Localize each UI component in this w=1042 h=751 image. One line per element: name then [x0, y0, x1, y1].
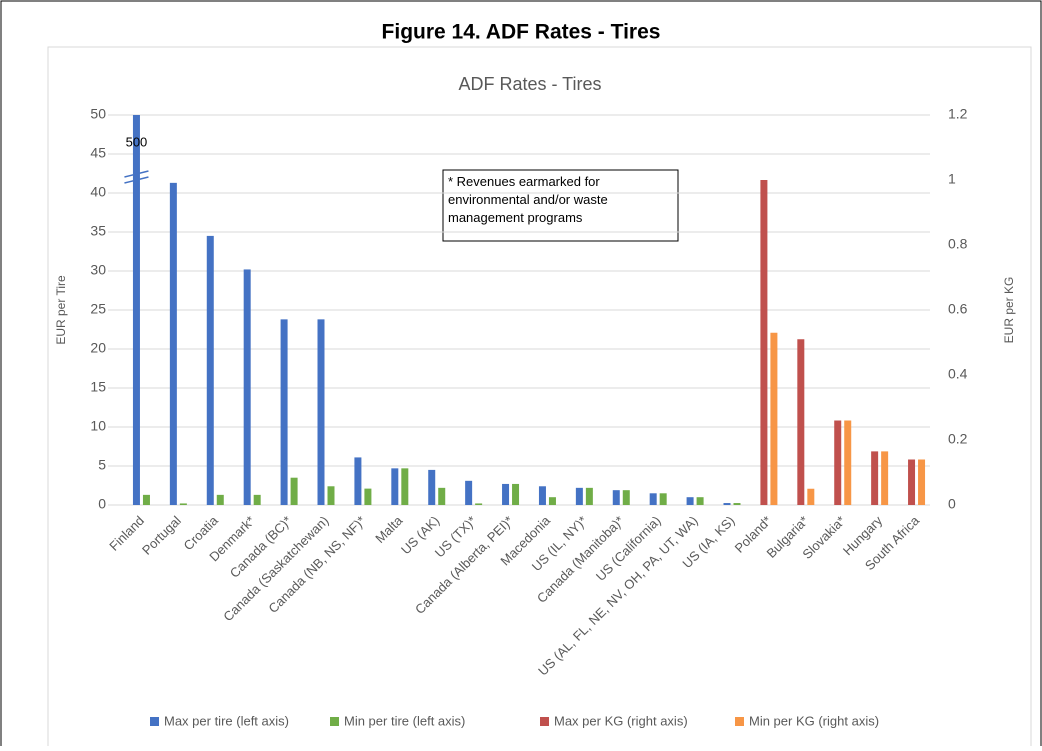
- bar: [438, 487, 446, 505]
- bar: [538, 486, 546, 505]
- bar: [881, 451, 889, 505]
- legend-swatch: [540, 717, 549, 726]
- x-tick-label: Malta: [372, 512, 406, 546]
- axis-break: [124, 170, 149, 184]
- legend-swatch: [150, 717, 159, 726]
- bar: [871, 451, 879, 505]
- bar: [622, 490, 630, 505]
- annotation: * Revenues earmarked for environmental a…: [448, 174, 608, 225]
- bar: [548, 497, 556, 505]
- figure-title: Figure 14. ADF Rates - Tires: [382, 21, 661, 44]
- y-tick-label: 15: [90, 379, 106, 395]
- bar: [327, 486, 335, 505]
- bar: [475, 503, 483, 505]
- bar: [391, 468, 399, 505]
- bar: [649, 493, 657, 505]
- bar: [807, 488, 815, 505]
- legend-label: Max per KG (right axis): [554, 713, 688, 728]
- y2-tick-label: 1: [948, 171, 956, 187]
- x-tick-label: US (California): [593, 513, 664, 584]
- bar: [844, 420, 852, 505]
- legend-label: Min per KG (right axis): [749, 713, 879, 728]
- bar: [179, 503, 187, 505]
- bar: [280, 319, 288, 505]
- bar: [169, 182, 177, 506]
- annotation-box: [442, 169, 679, 242]
- bar: [723, 503, 731, 505]
- legend-label: Max per tire (left axis): [164, 713, 289, 728]
- bar: [512, 483, 520, 505]
- y-tick-label: 35: [90, 223, 106, 239]
- bar: [216, 494, 224, 505]
- y2-tick-label: 1.2: [948, 106, 968, 122]
- chart-title: ADF Rates - Tires: [458, 74, 601, 94]
- bar: [834, 420, 842, 505]
- bar: [132, 115, 140, 505]
- bar: [502, 483, 510, 505]
- bar: [142, 494, 150, 505]
- legend-swatch: [735, 717, 744, 726]
- bar: [659, 493, 667, 505]
- y-tick-label: 45: [90, 145, 106, 161]
- y-tick-label: 5: [98, 457, 106, 473]
- y2-axis-label: EUR per KG: [1002, 277, 1016, 344]
- legend-label: Min per tire (left axis): [344, 713, 465, 728]
- value-label: 500: [126, 134, 148, 149]
- y-axis-label: EUR per Tire: [54, 275, 68, 345]
- y-tick-label: 25: [90, 301, 106, 317]
- bar: [290, 477, 298, 505]
- annotation-wrap: * Revenues earmarked for environmental a…: [448, 174, 608, 225]
- bar: [428, 469, 436, 505]
- legend-swatch: [330, 717, 339, 726]
- y-tick-label: 10: [90, 418, 106, 434]
- bar: [908, 459, 916, 505]
- bar: [797, 339, 805, 505]
- y-tick-label: 20: [90, 340, 106, 356]
- x-tick-label: Portugal: [139, 513, 184, 558]
- y2-tick-label: 0: [948, 496, 956, 512]
- bar: [770, 332, 778, 505]
- bars: [132, 115, 926, 506]
- bar: [317, 319, 325, 505]
- y-tick-label: 50: [90, 106, 106, 122]
- y-tick-label: 30: [90, 262, 106, 278]
- chart-area: [47, 46, 1032, 751]
- bar: [696, 497, 704, 505]
- bar: [760, 180, 768, 505]
- bar: [575, 487, 583, 505]
- bar: [354, 457, 362, 505]
- bar: [364, 488, 372, 505]
- y-tick-label: 40: [90, 184, 106, 200]
- bar: [733, 503, 741, 505]
- y2-tick-label: 0.2: [948, 431, 968, 447]
- bar: [918, 459, 926, 505]
- bar: [206, 235, 214, 505]
- bar: [585, 487, 593, 505]
- bar: [612, 490, 620, 505]
- y-tick-label: 0: [98, 496, 106, 512]
- bar: [243, 269, 251, 505]
- bar: [401, 468, 409, 505]
- bar: [686, 497, 694, 505]
- bar: [253, 494, 261, 505]
- y2-tick-label: 0.6: [948, 301, 968, 317]
- y2-tick-label: 0.4: [948, 366, 968, 382]
- y2-tick-label: 0.8: [948, 236, 968, 252]
- bar: [465, 480, 473, 505]
